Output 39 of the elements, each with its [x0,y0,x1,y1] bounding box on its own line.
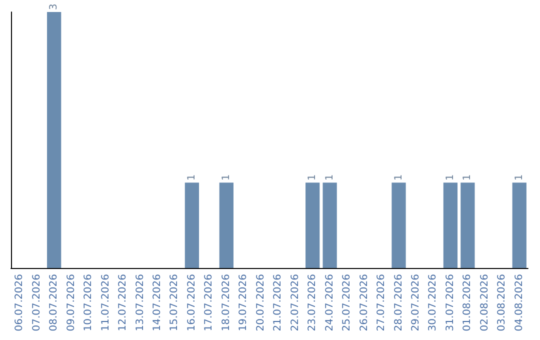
x-tick-label: 20.07.2026 [255,274,266,332]
x-tick-label: 24.07.2026 [324,274,336,332]
x-tick-label: 14.07.2026 [152,274,163,332]
x-tick-label: 19.07.2026 [238,274,250,332]
x-tick-label: 11.07.2026 [100,274,112,332]
x-tick-label: 25.07.2026 [342,274,353,332]
x-tick-label: 16.07.2026 [186,274,198,332]
data-label: 1 [444,174,456,181]
x-tick-label: 21.07.2026 [272,274,284,332]
data-label: 3 [48,4,60,10]
x-tick-label: 26.07.2026 [358,274,370,332]
x-tick-label: 22.07.2026 [290,274,301,332]
x-tick-label: 27.07.2026 [376,274,388,332]
x-tick-label: 12.07.2026 [118,274,129,332]
data-label: 1 [220,174,232,181]
x-tick-label: 08.07.2026 [48,274,60,332]
x-tick-label: 02.08.2026 [479,274,490,332]
x-tick-label: 09.07.2026 [66,274,77,332]
x-tick-label: 15.07.2026 [169,274,180,332]
x-tick-label: 29.07.2026 [410,274,422,332]
x-tick-label: 31.07.2026 [444,274,456,332]
data-label: 1 [307,174,318,181]
x-tick-label: 07.07.2026 [31,274,42,332]
x-tick-label: 28.07.2026 [393,274,404,332]
data-label: 1 [462,174,474,181]
x-tick-label: 01.08.2026 [462,274,474,332]
x-tick-label: 10.07.2026 [83,274,94,332]
x-tick-label: 18.07.2026 [220,274,232,332]
x-tick-label: 03.08.2026 [496,274,508,332]
x-tick-label: 17.07.2026 [204,274,215,332]
data-label: 1 [514,174,525,181]
data-label: 1 [393,174,404,181]
data-label: 1 [324,174,336,181]
x-tick-label: 13.07.2026 [134,274,146,332]
x-tick-label: 06.07.2026 [14,274,26,332]
data-label: 1 [186,174,198,181]
x-tick-label: 30.07.2026 [428,274,439,332]
x-tick-label: 04.08.2026 [514,274,525,332]
x-tick-label: 23.07.2026 [307,274,318,332]
